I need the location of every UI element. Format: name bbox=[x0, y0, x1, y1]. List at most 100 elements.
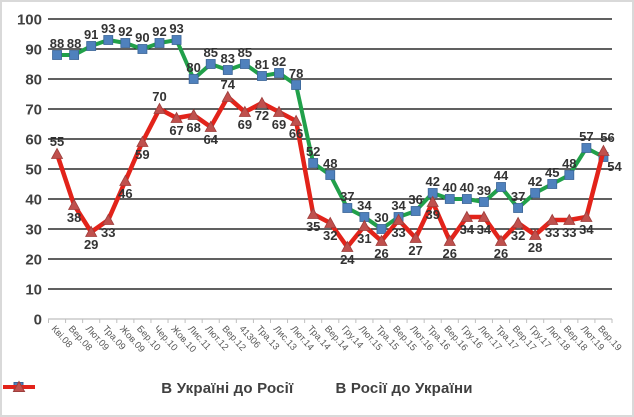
data-label: 80 bbox=[186, 60, 200, 75]
chart-legend: В Україні до Росії В Росії до України bbox=[2, 380, 632, 397]
data-point-marker bbox=[306, 207, 320, 219]
data-label: 88 bbox=[50, 36, 64, 51]
data-point-marker bbox=[272, 105, 286, 117]
data-point-marker bbox=[513, 203, 523, 213]
data-label: 88 bbox=[67, 36, 81, 51]
legend-item-russia[interactable]: В Росії до України bbox=[3, 380, 473, 397]
data-point-marker bbox=[102, 213, 115, 225]
data-point-marker bbox=[86, 41, 97, 51]
data-point-marker bbox=[257, 71, 267, 81]
data-label: 45 bbox=[545, 165, 559, 180]
data-label: 36 bbox=[408, 192, 422, 207]
data-label: 54 bbox=[607, 159, 622, 174]
data-label: 32 bbox=[323, 228, 337, 243]
data-point-marker bbox=[69, 50, 80, 60]
y-axis-tick-label: 0 bbox=[34, 312, 42, 329]
data-label: 30 bbox=[374, 210, 388, 225]
data-label: 59 bbox=[135, 147, 149, 162]
data-point-marker bbox=[564, 170, 575, 180]
data-point-marker bbox=[410, 206, 421, 216]
data-point-marker bbox=[392, 213, 405, 225]
data-label: 40 bbox=[460, 180, 474, 195]
y-axis-tick-label: 50 bbox=[25, 162, 42, 179]
data-point-marker bbox=[154, 38, 165, 48]
data-label: 33 bbox=[545, 225, 559, 240]
data-label: 38 bbox=[67, 210, 81, 225]
data-point-marker bbox=[52, 50, 62, 60]
data-point-marker bbox=[289, 114, 303, 126]
data-label: 64 bbox=[203, 132, 218, 147]
data-label: 56 bbox=[600, 130, 614, 145]
data-point-marker bbox=[409, 231, 422, 243]
data-point-marker bbox=[205, 59, 216, 69]
data-label: 37 bbox=[340, 189, 354, 204]
data-label: 42 bbox=[528, 174, 542, 189]
data-point-marker bbox=[443, 234, 456, 246]
data-point-marker bbox=[291, 80, 301, 90]
data-label: 24 bbox=[340, 252, 355, 267]
data-point-marker bbox=[188, 74, 199, 84]
data-label: 78 bbox=[289, 66, 303, 81]
y-axis-tick-label: 10 bbox=[25, 282, 42, 299]
data-point-marker bbox=[563, 213, 576, 225]
data-point-marker bbox=[221, 90, 234, 102]
data-label: 46 bbox=[118, 186, 132, 201]
data-label: 39 bbox=[425, 207, 439, 222]
data-label: 93 bbox=[169, 21, 183, 36]
data-point-marker bbox=[376, 224, 387, 234]
data-label: 28 bbox=[528, 240, 542, 255]
data-label: 31 bbox=[357, 231, 371, 246]
data-label: 26 bbox=[443, 246, 457, 261]
data-point-marker bbox=[120, 38, 131, 48]
data-label: 83 bbox=[221, 51, 235, 66]
data-label: 85 bbox=[238, 45, 252, 60]
data-point-marker bbox=[103, 35, 114, 45]
y-axis-tick-label: 80 bbox=[25, 72, 42, 89]
y-axis-tick-label: 20 bbox=[25, 252, 42, 269]
data-label: 67 bbox=[169, 123, 183, 138]
data-label: 85 bbox=[203, 45, 217, 60]
data-point-marker bbox=[496, 182, 506, 192]
data-point-marker bbox=[530, 188, 541, 198]
data-label: 48 bbox=[323, 156, 337, 171]
data-point-marker bbox=[255, 96, 269, 108]
legend-item-ukraine[interactable]: В Україні до Росії bbox=[3, 380, 294, 397]
data-point-marker bbox=[308, 158, 319, 168]
data-point-marker bbox=[528, 228, 542, 240]
y-axis-tick-label: 40 bbox=[25, 192, 42, 209]
data-label: 42 bbox=[425, 174, 439, 189]
data-label: 29 bbox=[84, 237, 98, 252]
data-label: 39 bbox=[477, 183, 491, 198]
data-label: 69 bbox=[238, 117, 252, 132]
data-point-marker bbox=[511, 216, 525, 228]
legend-label-ukraine: В Україні до Росії bbox=[161, 380, 294, 397]
data-label: 34 bbox=[391, 198, 406, 213]
data-point-marker bbox=[153, 102, 166, 114]
data-point-marker bbox=[324, 216, 337, 228]
data-label: 34 bbox=[477, 222, 492, 237]
data-point-marker bbox=[119, 174, 132, 186]
data-point-marker bbox=[580, 210, 593, 222]
data-label: 40 bbox=[443, 180, 457, 195]
y-axis-tick-label: 70 bbox=[25, 102, 42, 119]
data-point-marker bbox=[547, 179, 558, 189]
data-point-marker bbox=[597, 144, 610, 156]
data-label: 68 bbox=[186, 120, 200, 135]
data-point-marker bbox=[426, 195, 439, 207]
data-point-marker bbox=[477, 210, 491, 222]
data-point-marker bbox=[67, 198, 81, 210]
data-point-marker bbox=[222, 65, 233, 75]
data-label: 93 bbox=[101, 21, 115, 36]
data-label: 32 bbox=[511, 228, 525, 243]
data-point-marker bbox=[85, 225, 98, 237]
legend-label-russia: В Росії до України bbox=[335, 380, 473, 397]
data-point-marker bbox=[50, 147, 64, 159]
data-label: 37 bbox=[511, 189, 525, 204]
data-point-marker bbox=[358, 219, 371, 231]
data-point-marker bbox=[581, 143, 592, 153]
data-label: 66 bbox=[289, 126, 303, 141]
data-label: 48 bbox=[562, 156, 576, 171]
data-point-marker bbox=[204, 120, 217, 132]
data-label: 90 bbox=[135, 30, 149, 45]
